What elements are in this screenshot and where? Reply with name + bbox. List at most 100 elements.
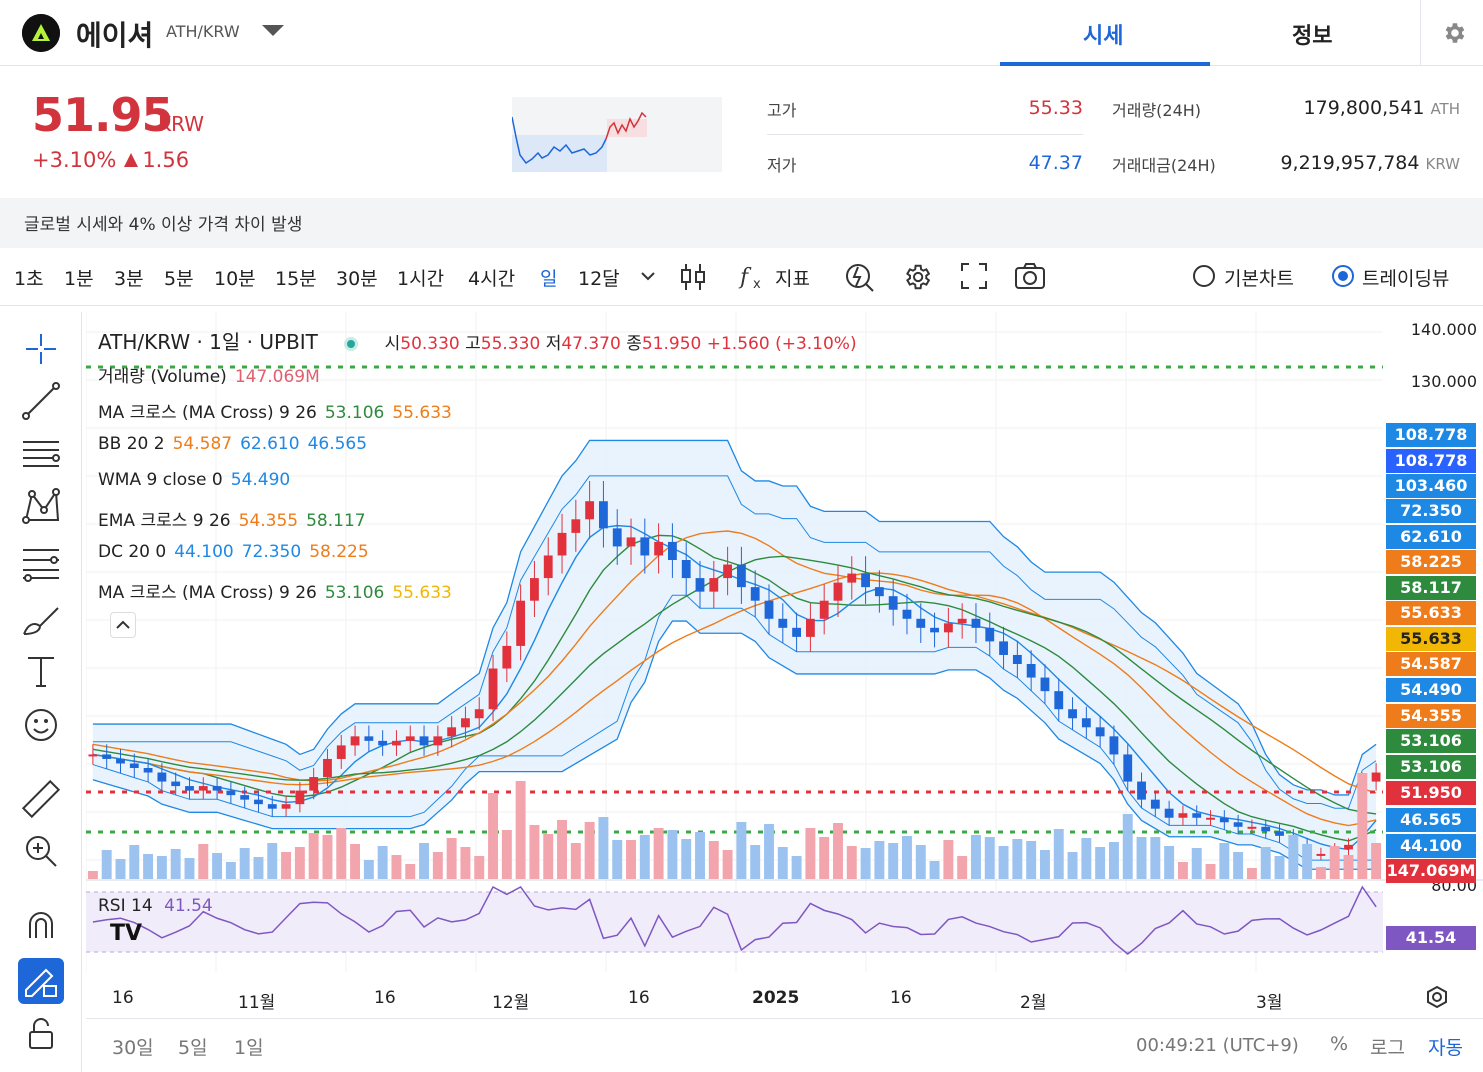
indicator-legend[interactable]: 거래량 (Volume) 147.069M [98, 362, 320, 387]
volume-bar [639, 835, 650, 879]
interval-dropdown-chevron-icon[interactable] [640, 270, 656, 282]
candle-body [1054, 691, 1064, 710]
tradingview-label[interactable]: 트레이딩뷰 [1362, 268, 1450, 290]
ohlc-readout: 시50.330 고55.330 저47.370 종51.950 +1.560 (… [384, 334, 857, 354]
coin-name[interactable]: 에이셔 [76, 19, 154, 52]
candle-body [1068, 709, 1077, 719]
coin-select-chevron-icon[interactable] [262, 25, 284, 36]
price-tag: 46.565 [1386, 808, 1476, 832]
horizontal-lines-tool[interactable] [18, 430, 64, 476]
candle-body [1192, 813, 1202, 818]
volume-bar [267, 843, 278, 879]
ma-9-line [92, 534, 1377, 842]
fullscreen-icon[interactable] [960, 262, 988, 290]
interval-1d[interactable]: 일 [540, 268, 558, 290]
log-toggle[interactable]: 로그 [1370, 1037, 1405, 1059]
indicator-legend[interactable]: MA 크로스 (MA Cross) 9 26 53.106 55.633 [98, 578, 452, 603]
trend-line-icon [22, 382, 60, 420]
indicator-name: 거래량 (Volume) [98, 367, 227, 387]
volume-bar [1246, 868, 1257, 879]
candle-body [392, 740, 401, 746]
basic-chart-label[interactable]: 기본차트 [1224, 268, 1294, 290]
auto-toggle[interactable]: 자동 [1428, 1037, 1463, 1059]
indicator-name: BB 20 2 [98, 434, 165, 454]
indicator-value: 54.587 [172, 434, 233, 454]
candle-body [764, 600, 774, 619]
candle-body [364, 736, 374, 741]
candle-body [1026, 664, 1036, 678]
chart-settings-gear-icon[interactable] [902, 262, 932, 292]
trading-chart[interactable]: ATH/KRW · 1일 · UPBIT 시50.330 고55.330 저47… [86, 312, 1483, 1016]
volume-bar [391, 855, 402, 879]
range-1d[interactable]: 1일 [234, 1037, 264, 1059]
alert-clock-icon[interactable] [845, 262, 875, 292]
indicator-legend[interactable]: MA 크로스 (MA Cross) 9 26 53.106 55.633 [98, 398, 452, 423]
volume-bar [750, 845, 761, 879]
camera-snapshot-icon[interactable] [1014, 262, 1046, 290]
magnet-tool[interactable] [18, 902, 64, 948]
range-30d[interactable]: 30일 [112, 1037, 154, 1059]
crosshair-tool[interactable] [18, 326, 64, 372]
volume-bar [529, 825, 540, 879]
candle-body [185, 786, 194, 791]
collapse-legend-button[interactable] [110, 612, 136, 638]
volume-bar [363, 860, 374, 879]
interval-30m[interactable]: 30분 [336, 268, 378, 290]
x-axis-label: 11월 [238, 993, 276, 1013]
lock-tool[interactable] [18, 1012, 64, 1058]
candle-body [488, 668, 498, 710]
volume-bar [1150, 837, 1161, 879]
gear-icon [1445, 23, 1465, 43]
interval-15m[interactable]: 15분 [275, 268, 317, 290]
coin-pair[interactable]: ATH/KRW [166, 22, 240, 41]
interval-10m[interactable]: 10분 [214, 268, 256, 290]
volume-bar [101, 850, 112, 879]
percent-toggle[interactable]: % [1330, 1033, 1349, 1055]
volume-value: 179,800,541 ATH [1303, 97, 1460, 119]
indicator-legend[interactable]: DC 20 0 44.100 72.350 58.225 [98, 542, 369, 562]
axis-settings-icon[interactable] [1424, 984, 1450, 1010]
tab-info[interactable]: 정보 [1292, 24, 1333, 49]
interval-1h[interactable]: 1시간 [397, 268, 445, 290]
settings-button[interactable] [1420, 0, 1483, 66]
indicator-legend[interactable]: EMA 크로스 9 26 54.355 58.117 [98, 506, 366, 531]
text-tool[interactable] [18, 648, 64, 694]
tradingview-radio[interactable] [1332, 265, 1354, 287]
range-5d[interactable]: 5일 [178, 1037, 208, 1059]
volume-bar [115, 859, 126, 879]
interval-1s[interactable]: 1초 [14, 268, 44, 290]
candle-body [612, 528, 622, 547]
candle-body [240, 795, 250, 800]
candle-body [654, 541, 664, 556]
basic-chart-radio[interactable] [1193, 265, 1215, 287]
zoom-tool[interactable] [18, 828, 64, 874]
interval-12mo[interactable]: 12달 [578, 268, 620, 290]
indicator-legend[interactable]: WMA 9 close 0 54.490 [98, 470, 290, 490]
interval-3m[interactable]: 3분 [114, 268, 144, 290]
interval-4h[interactable]: 4시간 [468, 268, 516, 290]
price-tag: 103.460 [1386, 474, 1476, 498]
volume-bar [1315, 867, 1326, 879]
interval-1m[interactable]: 1분 [64, 268, 94, 290]
tab-market[interactable]: 시세 [1083, 24, 1124, 49]
ruler-tool[interactable] [18, 776, 64, 822]
fib-tool[interactable] [18, 540, 64, 586]
volume-bar [598, 817, 609, 879]
volume-label: 거래량(24H) [1112, 101, 1202, 120]
pattern-tool[interactable] [18, 484, 64, 530]
candle-type-icon[interactable] [680, 262, 706, 292]
candle-body [1095, 727, 1105, 737]
interval-5m[interactable]: 5분 [164, 268, 194, 290]
volume-bar [184, 858, 195, 879]
volume-bar [1260, 847, 1271, 879]
draw-mode-tool[interactable] [18, 958, 64, 1004]
brush-tool[interactable] [18, 596, 64, 642]
candlestick-chart[interactable] [86, 312, 1483, 1016]
svg-text:TV: TV [110, 921, 142, 946]
emoji-tool[interactable] [18, 702, 64, 748]
trend-line-tool[interactable] [18, 378, 64, 424]
indicator-value: 55.633 [392, 403, 452, 423]
indicator-button[interactable]: 지표 [775, 268, 810, 290]
indicator-legend[interactable]: BB 20 2 54.587 62.610 46.565 [98, 434, 367, 454]
